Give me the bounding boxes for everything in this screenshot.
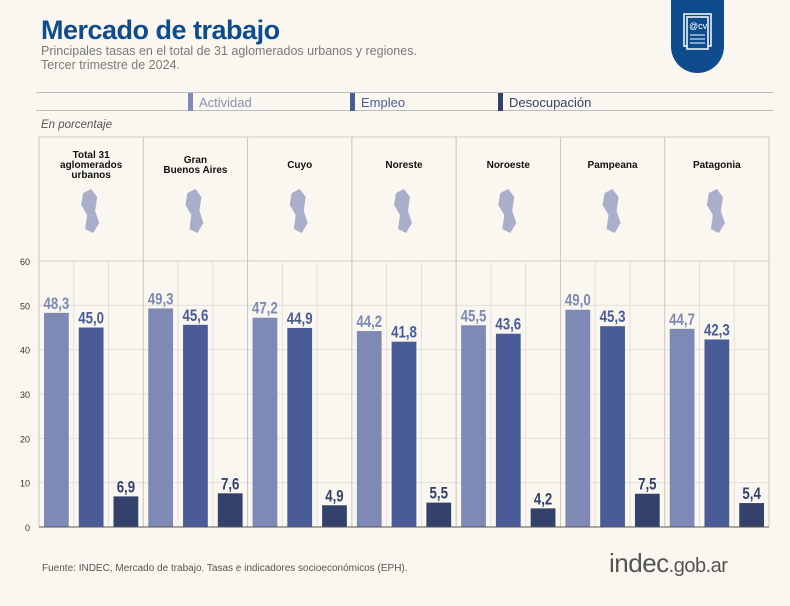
category-label: Cuyo bbox=[287, 160, 312, 171]
subtitle: Principales tasas en el total de 31 aglo… bbox=[41, 44, 417, 58]
data-label: 42,3 bbox=[704, 321, 730, 340]
bar-empleo bbox=[391, 341, 417, 527]
bar-actividad bbox=[461, 325, 486, 527]
subtitle-period: Tercer trimestre de 2024. bbox=[41, 58, 180, 72]
data-label: 43,6 bbox=[495, 315, 521, 334]
data-label: 5,5 bbox=[430, 484, 449, 503]
category-label: Pampeana bbox=[588, 160, 638, 171]
svg-text:@cv: @cv bbox=[689, 21, 708, 31]
data-label: 44,9 bbox=[287, 309, 313, 328]
region-map-icon bbox=[706, 189, 725, 233]
legend-empleo: Empleo bbox=[350, 93, 405, 111]
y-tick-label: 60 bbox=[20, 257, 30, 267]
bar-desocupación bbox=[530, 508, 556, 527]
data-label: 7,5 bbox=[638, 475, 657, 494]
bar-desocupación bbox=[113, 496, 139, 527]
bar-actividad bbox=[669, 328, 695, 527]
data-label: 41,8 bbox=[391, 323, 417, 342]
y-tick-label: 50 bbox=[20, 301, 30, 311]
category-label: Noreste bbox=[385, 160, 423, 171]
source-note: Fuente: INDEC, Mercado de trabajo. Tasas… bbox=[42, 563, 408, 574]
page-title: Mercado de trabajo bbox=[41, 15, 280, 45]
region-map-icon bbox=[498, 189, 517, 233]
region-map-icon bbox=[185, 189, 204, 233]
bar-empleo bbox=[287, 327, 313, 527]
y-tick-label: 40 bbox=[20, 346, 30, 356]
bar-desocupación bbox=[217, 493, 243, 527]
legend-divider bbox=[36, 92, 773, 93]
y-tick-label: 0 bbox=[25, 523, 30, 533]
bar-desocupación bbox=[739, 503, 764, 527]
bar-empleo bbox=[495, 333, 521, 527]
data-label: 44,2 bbox=[356, 313, 382, 332]
legend-divider bbox=[36, 110, 773, 111]
data-label: 4,2 bbox=[534, 490, 552, 509]
bar-actividad bbox=[356, 331, 382, 527]
legend-actividad: Actividad bbox=[188, 93, 252, 111]
bar-empleo bbox=[183, 324, 208, 527]
data-label: 6,9 bbox=[117, 478, 135, 497]
data-label: 45,6 bbox=[183, 306, 209, 325]
data-label: 49,0 bbox=[565, 291, 591, 310]
bar-desocupación bbox=[322, 505, 347, 527]
data-label: 45,3 bbox=[600, 308, 626, 327]
y-tick-label: 20 bbox=[20, 434, 30, 444]
data-label: 48,3 bbox=[43, 294, 69, 313]
region-map-icon bbox=[394, 189, 412, 233]
bar-empleo bbox=[704, 339, 730, 527]
cv-document-icon: @cv bbox=[671, 0, 724, 73]
data-label: 5,4 bbox=[742, 485, 761, 504]
region-map-icon bbox=[81, 189, 100, 233]
category-label: Total 31 aglomerados urbanos bbox=[60, 150, 123, 181]
data-label: 45,0 bbox=[78, 309, 104, 328]
bar-desocupación bbox=[634, 493, 660, 527]
data-label: 45,5 bbox=[461, 307, 487, 326]
y-tick-label: 10 bbox=[20, 479, 30, 489]
data-label: 7,6 bbox=[221, 475, 239, 494]
y-axis-unit: En porcentaje bbox=[41, 119, 112, 131]
y-tick-label: 30 bbox=[20, 390, 30, 400]
data-label: 47,2 bbox=[252, 299, 278, 318]
bar-actividad bbox=[252, 317, 278, 527]
bar-empleo bbox=[600, 326, 625, 527]
data-label: 4,9 bbox=[325, 487, 343, 506]
bar-empleo bbox=[78, 327, 104, 527]
category-label: Gran Buenos Aires bbox=[163, 155, 228, 176]
bar-actividad bbox=[148, 308, 174, 527]
data-label: 44,7 bbox=[669, 310, 695, 329]
region-map-icon bbox=[289, 189, 308, 233]
bar-actividad bbox=[565, 309, 591, 527]
category-label: Noroeste bbox=[487, 160, 531, 171]
data-label: 49,3 bbox=[148, 290, 174, 309]
bar-desocupación bbox=[426, 502, 452, 527]
bar-actividad bbox=[44, 312, 69, 527]
region-map-icon bbox=[602, 189, 621, 233]
category-label: Patagonia bbox=[693, 160, 741, 171]
legend-desocupacion: Desocupación bbox=[498, 93, 591, 111]
indec-logo: indec.gob.ar bbox=[609, 548, 728, 578]
